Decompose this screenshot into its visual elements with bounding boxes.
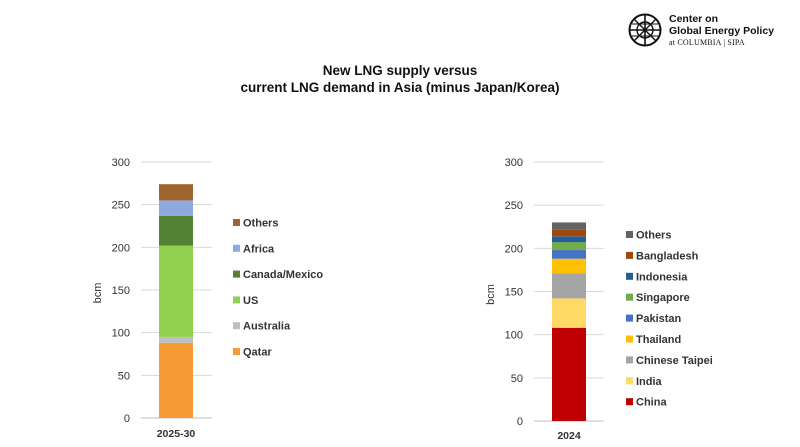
right-y-tick-label: 100 bbox=[505, 330, 523, 342]
org-name-line2: Global Energy Policy bbox=[669, 25, 775, 37]
left-x-category-label: 2025-30 bbox=[157, 428, 196, 440]
right-legend-swatch bbox=[626, 356, 633, 364]
left-legend-swatch bbox=[233, 348, 240, 355]
globe-grid-icon bbox=[628, 13, 662, 47]
right-legend-swatch bbox=[626, 272, 633, 280]
chart-title-line2: current LNG demand in Asia (minus Japan/… bbox=[240, 80, 560, 95]
right-bar-segment-singapore bbox=[552, 242, 586, 251]
right-legend-swatch bbox=[626, 398, 633, 406]
left-legend-label: Qatar bbox=[243, 347, 272, 359]
left-y-tick-label: 250 bbox=[112, 200, 130, 212]
right-y-tick-label: 300 bbox=[505, 157, 523, 169]
left-legend-label: Africa bbox=[243, 243, 275, 255]
right-legend-swatch bbox=[626, 314, 633, 322]
right-legend-label: Others bbox=[636, 230, 671, 242]
right-legend-label: Thailand bbox=[636, 334, 681, 346]
left-legend-swatch bbox=[233, 270, 240, 278]
org-affiliation: at COLUMBIA | SIPA bbox=[669, 38, 745, 47]
right-legend-label: Pakistan bbox=[636, 313, 682, 325]
right-legend-swatch bbox=[626, 293, 633, 301]
right-legend-label: China bbox=[636, 397, 667, 409]
left-bar-segment-us bbox=[159, 245, 193, 337]
right-legend-label: India bbox=[636, 376, 663, 388]
org-name-line1: Center on bbox=[669, 13, 719, 25]
right-bar-segment-china bbox=[552, 327, 586, 421]
right-legend-label: Chinese Taipei bbox=[636, 355, 713, 367]
logo-text: Center on Global Energy Policy at COLUMB… bbox=[669, 13, 774, 48]
right-bar-segment-india bbox=[552, 298, 586, 328]
left-legend-swatch bbox=[233, 296, 240, 304]
left-legend-swatch bbox=[233, 322, 240, 330]
right-x-category-label: 2024 bbox=[557, 430, 581, 442]
right-y-axis-label: bcm bbox=[485, 284, 497, 305]
right-y-tick-label: 0 bbox=[517, 416, 523, 428]
left-y-tick-label: 100 bbox=[112, 328, 130, 340]
right-y-tick-label: 250 bbox=[505, 200, 523, 212]
left-legend-swatch bbox=[233, 219, 240, 226]
left-legend-swatch bbox=[233, 244, 240, 252]
right-y-tick-label: 200 bbox=[505, 243, 523, 255]
left-legend-label: Canada/Mexico bbox=[243, 269, 323, 281]
left-y-tick-label: 50 bbox=[118, 370, 130, 382]
left-y-axis-label: bcm bbox=[92, 283, 104, 304]
right-legend-swatch bbox=[626, 377, 633, 385]
left-bar-segment-qatar bbox=[159, 342, 193, 418]
columbia-cgep-logo: Center on Global Energy Policy at COLUMB… bbox=[628, 12, 788, 52]
right-legend-swatch bbox=[626, 251, 633, 259]
right-bar-segment-indonesia bbox=[552, 236, 586, 243]
right-y-tick-label: 150 bbox=[505, 287, 523, 299]
right-legend-label: Singapore bbox=[636, 292, 690, 304]
left-bar-segment-australia bbox=[159, 336, 193, 343]
right-bar-segment-chinese-taipei bbox=[552, 273, 586, 299]
left-y-tick-label: 200 bbox=[112, 242, 130, 254]
left-legend-label: Australia bbox=[243, 321, 291, 333]
right-y-tick-label: 50 bbox=[511, 373, 523, 385]
left-bar-segment-canada-mexico bbox=[159, 215, 193, 246]
left-y-tick-label: 0 bbox=[124, 413, 130, 425]
right-legend-label: Bangladesh bbox=[636, 250, 699, 262]
right-legend-label: Indonesia bbox=[636, 271, 688, 283]
left-y-tick-label: 300 bbox=[112, 157, 130, 169]
right-bar-segment-pakistan bbox=[552, 250, 586, 259]
right-bar-segment-others bbox=[552, 222, 586, 230]
right-bar-segment-thailand bbox=[552, 258, 586, 274]
left-legend-label: US bbox=[243, 295, 258, 307]
right-bar-segment-bangladesh bbox=[552, 229, 586, 237]
left-bar-segment-others bbox=[159, 184, 193, 201]
right-legend-swatch bbox=[626, 335, 633, 343]
left-legend-label: Others bbox=[243, 218, 278, 230]
chart-title: New LNG supply versus current LNG demand… bbox=[0, 62, 800, 96]
left-bar-segment-africa bbox=[159, 200, 193, 216]
left-y-tick-label: 150 bbox=[112, 285, 130, 297]
right-legend-swatch bbox=[626, 231, 633, 238]
chart-title-line1: New LNG supply versus bbox=[322, 63, 478, 78]
